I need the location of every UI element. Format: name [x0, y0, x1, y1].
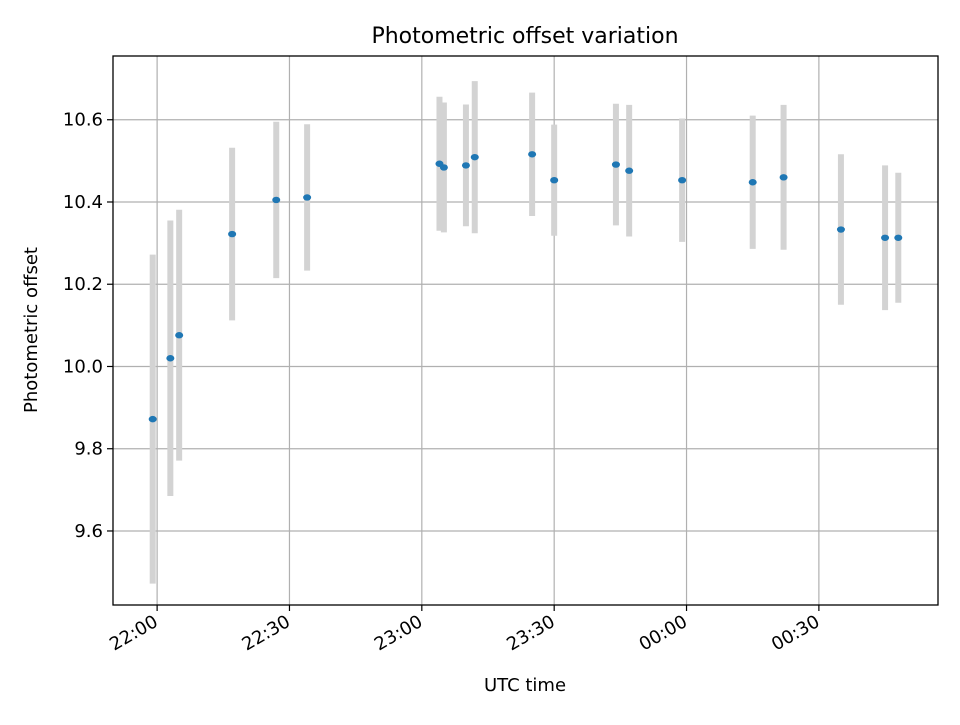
- data-point: [166, 355, 175, 362]
- y-tick-label: 10.0: [63, 356, 103, 377]
- data-point: [894, 234, 903, 241]
- data-point: [228, 230, 237, 238]
- data-point: [148, 415, 157, 423]
- data-point: [625, 167, 634, 174]
- data-point: [303, 194, 312, 201]
- chart-title: Photometric offset variation: [371, 24, 678, 49]
- data-point: [779, 174, 788, 181]
- y-tick-label: 10.6: [63, 110, 103, 131]
- data-point: [836, 226, 845, 233]
- y-axis-label: Photometric offset: [21, 247, 42, 413]
- data-point: [175, 332, 184, 339]
- y-tick-label: 9.6: [74, 521, 103, 542]
- data-point: [272, 196, 281, 204]
- data-point: [550, 176, 559, 184]
- data-point: [881, 234, 890, 241]
- data-point: [678, 176, 687, 184]
- data-point: [748, 179, 757, 186]
- grid-layer: [113, 56, 938, 605]
- data-point: [611, 161, 620, 168]
- point-layer: [148, 151, 903, 423]
- y-tick-label: 10.2: [63, 274, 103, 295]
- plot-frame: [112, 55, 939, 606]
- data-point: [470, 153, 479, 161]
- data-point: [439, 164, 448, 171]
- y-tick-label: 9.8: [74, 439, 103, 460]
- y-tick-label: 10.4: [63, 192, 103, 213]
- x-axis-label: UTC time: [484, 675, 566, 696]
- data-point: [461, 162, 470, 169]
- data-point: [528, 151, 537, 158]
